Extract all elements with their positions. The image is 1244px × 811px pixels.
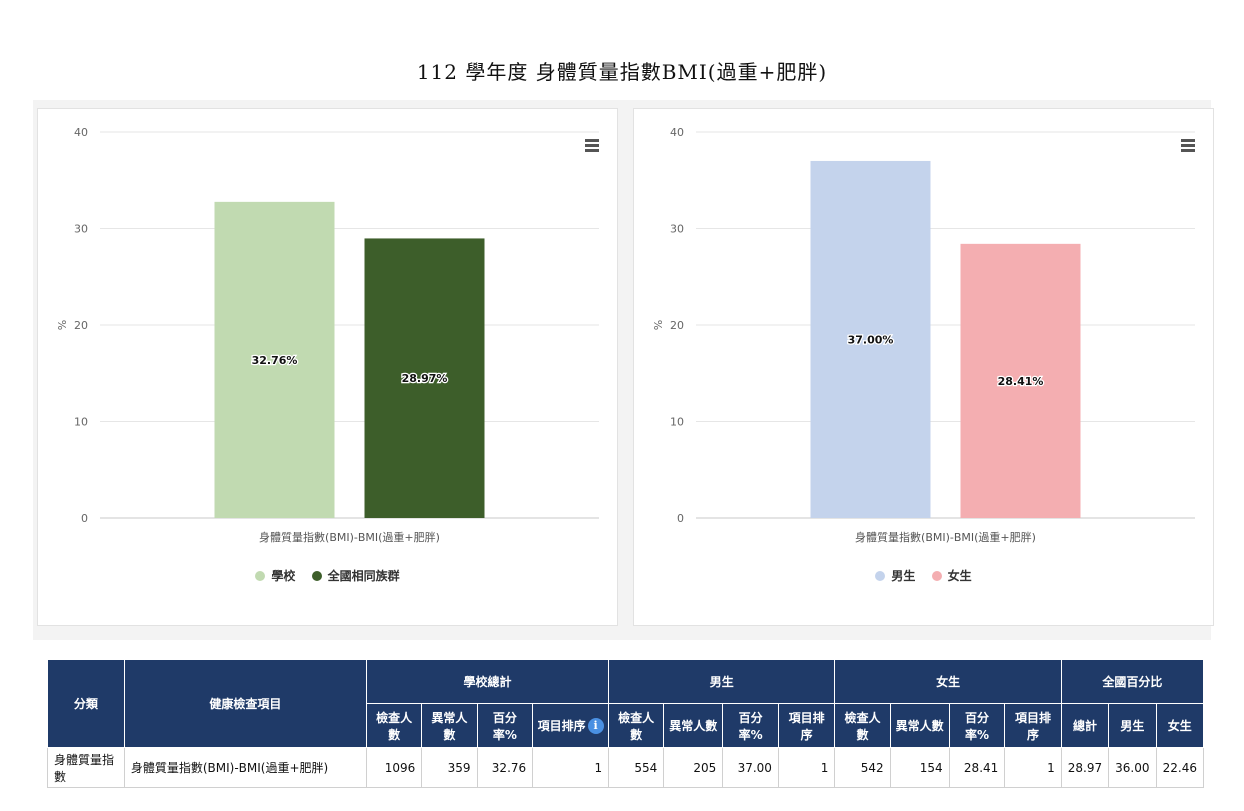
header-national-female: 女生 bbox=[1155, 703, 1204, 748]
cell-male-examined: 554 bbox=[608, 747, 665, 788]
legend-dot-icon bbox=[875, 571, 886, 581]
header-male: 男生 bbox=[608, 659, 836, 704]
legend-dot-icon bbox=[311, 571, 322, 581]
legend-item-school[interactable]: 學校 bbox=[255, 567, 295, 584]
cell-female-abnormal: 154 bbox=[889, 747, 950, 788]
y-tick-label: 20 bbox=[670, 319, 684, 332]
bar-0[interactable] bbox=[214, 201, 335, 518]
header-male-examined: 檢查人數 bbox=[608, 703, 665, 748]
legend-item-national[interactable]: 全國相同族群 bbox=[311, 567, 400, 584]
y-tick-label: 30 bbox=[670, 223, 684, 236]
hamburger-menu-icon[interactable] bbox=[1181, 139, 1195, 153]
charts-container: 0 10 20 30 40% 32.76% 28.97% 身體質量指數(BMI)-BMI(過重… bbox=[33, 100, 1214, 640]
legend-dot-icon bbox=[255, 571, 266, 581]
male-vs-female-chart: 0 10 20 30 40% 37.00% 28.41% 身體質量指數(BMI)-BMI(過重… bbox=[633, 108, 1214, 626]
chart-svg-school-national: 0 10 20 30 40% 32.76% 28.97% 身體質量指數(BMI)-BMI(過重… bbox=[56, 126, 599, 544]
header-female-examined: 檢查人數 bbox=[834, 703, 891, 748]
cell-male-rank: 1 bbox=[777, 747, 836, 788]
cell-school-percent: 32.76 bbox=[476, 747, 534, 788]
bar-data-label: 28.41% bbox=[998, 375, 1044, 388]
bmi-data-table: 分類 健康檢查項目 學校總計 男生 女生 全國百分比 檢查人數 異常人數 百分率… bbox=[47, 659, 1205, 788]
legend-item-female[interactable]: 女生 bbox=[931, 567, 972, 584]
y-tick-label: 20 bbox=[74, 319, 88, 332]
cell-national-male: 36.00 bbox=[1108, 747, 1157, 788]
header-school-abnormal: 異常人數 bbox=[421, 703, 478, 748]
header-male-percent: 百分率% bbox=[722, 703, 779, 748]
y-tick-label: 40 bbox=[670, 126, 684, 139]
cell-male-abnormal: 205 bbox=[663, 747, 724, 788]
school-vs-national-chart: 0 10 20 30 40% 32.76% 28.97% 身體質量指數(BMI)-BMI(過重… bbox=[37, 108, 618, 626]
y-tick-label: 0 bbox=[81, 512, 88, 525]
bar-0[interactable] bbox=[810, 160, 931, 518]
rank-label: 項目排序 bbox=[537, 718, 586, 733]
bar-1[interactable] bbox=[364, 238, 485, 518]
header-national-total: 總計 bbox=[1060, 703, 1110, 748]
y-tick-label: 30 bbox=[74, 223, 88, 236]
cell-school-abnormal: 359 bbox=[421, 747, 478, 788]
chart-svg-male-female: 0 10 20 30 40% 37.00% 28.41% 身體質量指數(BMI)-BMI(過重… bbox=[652, 126, 1195, 544]
x-category-label: 身體質量指數(BMI)-BMI(過重+肥胖) bbox=[855, 530, 1036, 544]
legend-label: 女生 bbox=[947, 569, 972, 583]
hamburger-menu-icon[interactable] bbox=[585, 139, 599, 153]
table-row: 身體質量指數 身體質量指數(BMI)-BMI(過重+肥胖) 1096 359 3… bbox=[47, 747, 1204, 788]
chart-legend: 學校 全國相同族群 bbox=[38, 567, 617, 584]
legend-label: 全國相同族群 bbox=[327, 569, 400, 583]
y-tick-label: 10 bbox=[670, 416, 684, 429]
cell-female-examined: 542 bbox=[834, 747, 891, 788]
header-school-examined: 檢查人數 bbox=[365, 703, 423, 748]
cell-female-rank: 1 bbox=[1004, 747, 1062, 788]
header-male-rank: 項目排序 bbox=[777, 703, 836, 748]
legend-item-male[interactable]: 男生 bbox=[875, 567, 915, 584]
header-national-male: 男生 bbox=[1108, 703, 1157, 748]
cell-male-percent: 37.00 bbox=[722, 747, 779, 788]
header-school-total: 學校總計 bbox=[365, 659, 610, 704]
header-male-abnormal: 異常人數 bbox=[663, 703, 724, 748]
info-icon[interactable]: i bbox=[587, 718, 604, 735]
cell-school-rank: 1 bbox=[532, 747, 610, 788]
header-female-percent: 百分率% bbox=[948, 703, 1006, 748]
cell-national-total: 28.97 bbox=[1060, 747, 1110, 788]
cell-national-female: 22.46 bbox=[1155, 747, 1204, 788]
bar-1[interactable] bbox=[960, 243, 1081, 518]
y-tick-label: 10 bbox=[74, 416, 88, 429]
cell-item: 身體質量指數(BMI)-BMI(過重+肥胖) bbox=[123, 747, 367, 788]
bar-data-label: 37.00% bbox=[848, 333, 894, 346]
y-tick-label: 40 bbox=[74, 126, 88, 139]
chart-legend: 男生 女生 bbox=[634, 567, 1213, 584]
header-school-rank: 項目排序 i bbox=[532, 703, 610, 748]
bar-data-label: 28.97% bbox=[402, 372, 448, 385]
header-female-abnormal: 異常人數 bbox=[889, 703, 950, 748]
legend-label: 學校 bbox=[271, 569, 296, 583]
page-title: 112 學年度 身體質量指數BMI(過重+肥胖) bbox=[416, 60, 828, 84]
x-category-label: 身體質量指數(BMI)-BMI(過重+肥胖) bbox=[259, 530, 440, 544]
bar-data-label: 32.76% bbox=[252, 354, 298, 367]
y-axis-label: % bbox=[652, 320, 665, 330]
cell-school-examined: 1096 bbox=[365, 747, 423, 788]
y-tick-label: 0 bbox=[677, 512, 684, 525]
legend-dot-icon bbox=[931, 571, 942, 581]
header-school-percent: 百分率% bbox=[476, 703, 534, 748]
header-female: 女生 bbox=[834, 659, 1062, 704]
cell-female-percent: 28.41 bbox=[948, 747, 1006, 788]
y-axis-label: % bbox=[56, 320, 69, 330]
header-item: 健康檢查項目 bbox=[123, 659, 367, 748]
header-category: 分類 bbox=[47, 659, 125, 748]
header-national: 全國百分比 bbox=[1060, 659, 1205, 704]
header-female-rank: 項目排序 bbox=[1004, 703, 1062, 748]
cell-category: 身體質量指數 bbox=[47, 747, 125, 788]
legend-label: 男生 bbox=[891, 569, 916, 583]
